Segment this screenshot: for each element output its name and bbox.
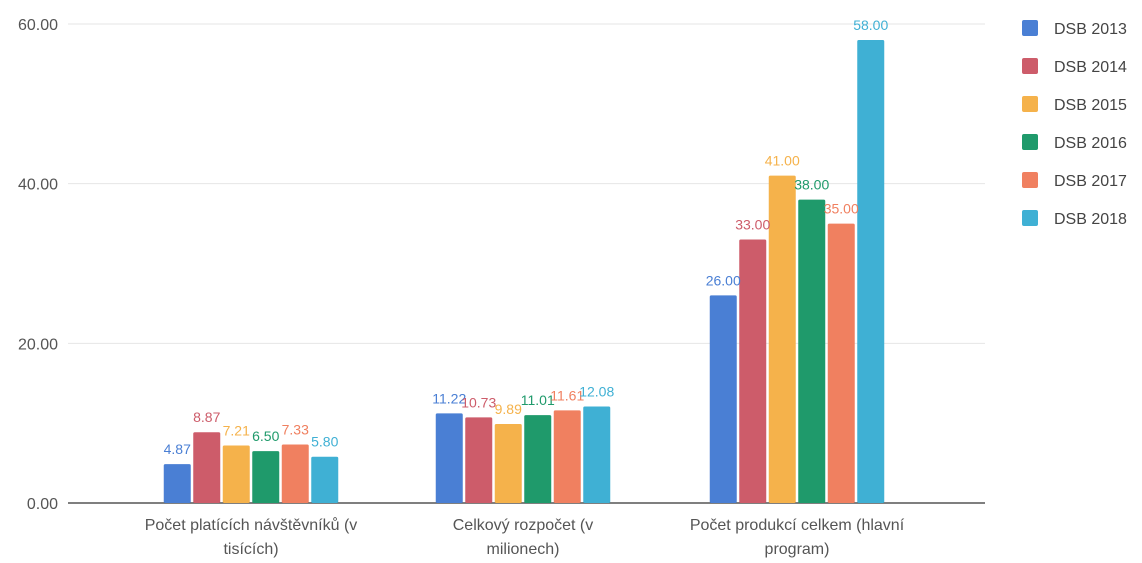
data-label: 8.87 <box>193 409 220 425</box>
data-label: 35.00 <box>824 201 859 217</box>
legend-swatch <box>1022 172 1038 188</box>
bar <box>768 175 796 503</box>
bar <box>252 451 280 503</box>
y-tick-label: 20.00 <box>18 336 58 353</box>
legend: DSB 2013 DSB 2014 DSB 2015 DSB 2016 DSB 2017… <box>1022 20 1127 228</box>
bar <box>281 444 309 503</box>
legend-swatch <box>1022 210 1038 226</box>
data-label: 12.08 <box>579 384 614 400</box>
legend-swatch <box>1022 96 1038 112</box>
x-tick-label: tisících) <box>223 541 278 558</box>
x-axis-tick-labels: Počet platících návštěvníků (v tisících) C… <box>145 516 905 558</box>
legend-swatch <box>1022 20 1038 36</box>
legend-label: DSB 2018 <box>1054 211 1127 228</box>
bars <box>163 39 885 504</box>
data-label: 38.00 <box>794 177 829 193</box>
data-label: 11.22 <box>432 390 466 406</box>
data-label: 58.00 <box>853 17 888 33</box>
legend-label: DSB 2015 <box>1054 97 1127 114</box>
data-labels: 4.87 11.22 26.00 8.87 10.73 33.00 7.21 9.89 41.0… <box>164 17 889 457</box>
data-label: 6.50 <box>252 428 279 444</box>
data-label: 33.00 <box>735 217 770 233</box>
data-label: 10.73 <box>461 394 496 410</box>
bar <box>798 199 826 503</box>
y-axis-tick-labels: 0.00 20.00 40.00 60.00 <box>18 17 58 513</box>
bar <box>193 432 221 503</box>
legend-swatch <box>1022 58 1038 74</box>
bar <box>857 39 885 503</box>
legend-label: DSB 2016 <box>1054 135 1127 152</box>
data-label: 26.00 <box>706 272 741 288</box>
legend-label: DSB 2014 <box>1054 59 1127 76</box>
bar <box>494 424 522 503</box>
legend-label: DSB 2013 <box>1054 21 1127 38</box>
bar <box>709 295 737 503</box>
data-label: 5.80 <box>311 434 338 450</box>
x-tick-label: Celkový rozpočet (v <box>453 517 594 534</box>
bar <box>827 223 855 504</box>
y-tick-label: 0.00 <box>27 496 58 513</box>
x-tick-label: milionech) <box>487 541 560 558</box>
bar <box>739 239 767 504</box>
bar <box>222 445 250 503</box>
data-label: 11.61 <box>550 387 584 403</box>
y-tick-label: 40.00 <box>18 177 58 194</box>
data-label: 7.21 <box>223 422 250 438</box>
y-tick-label: 60.00 <box>18 17 58 34</box>
data-label: 7.33 <box>282 421 309 437</box>
legend-label: DSB 2017 <box>1054 173 1127 190</box>
data-label: 4.87 <box>164 441 191 457</box>
data-label: 9.89 <box>495 401 522 417</box>
bar <box>465 417 493 503</box>
x-tick-label: Počet platících návštěvníků (v <box>145 516 358 534</box>
data-label: 41.00 <box>765 153 800 169</box>
bar <box>524 415 552 503</box>
bar <box>311 456 339 503</box>
x-tick-label: program) <box>765 541 830 558</box>
x-tick-label: Počet produkcí celkem (hlavní <box>690 517 905 534</box>
bar <box>553 410 581 503</box>
bar <box>163 464 191 503</box>
bar <box>583 406 611 503</box>
data-label: 11.01 <box>521 392 555 408</box>
bar <box>435 413 463 503</box>
legend-swatch <box>1022 134 1038 150</box>
